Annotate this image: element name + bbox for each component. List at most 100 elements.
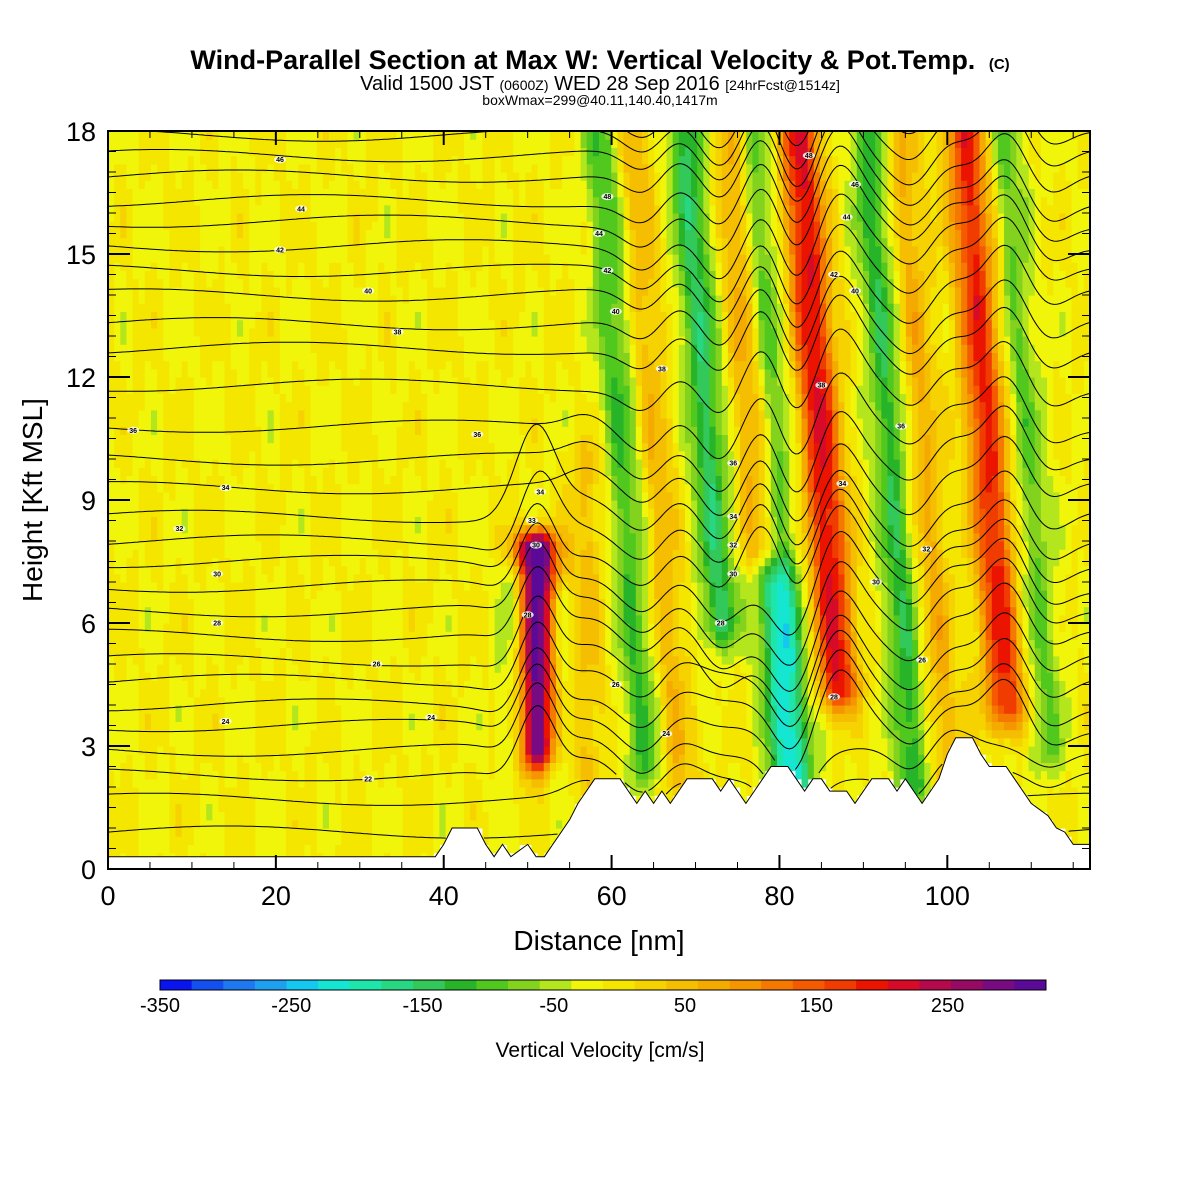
velocity-cell [206, 475, 213, 567]
velocity-cell [378, 467, 385, 575]
velocity-cell [322, 828, 330, 862]
velocity-cell [236, 172, 244, 214]
velocity-cell [684, 655, 692, 780]
velocity-cell [648, 393, 655, 460]
velocity-cell [549, 295, 557, 403]
velocity-cell [206, 819, 213, 862]
velocity-cell [335, 844, 342, 862]
velocity-cell [979, 614, 987, 657]
velocity-cell [918, 270, 925, 312]
svg-text:36: 36 [729, 461, 737, 468]
velocity-cell [1047, 787, 1054, 821]
velocity-cell [973, 598, 981, 632]
theta-contour-29 [108, 541, 1090, 666]
velocity-cell [1053, 262, 1060, 362]
velocity-cell [396, 286, 404, 427]
velocity-cell [1040, 278, 1048, 378]
velocity-cell [414, 680, 422, 780]
velocity-cell [1022, 426, 1030, 468]
velocity-cell [1071, 139, 1079, 263]
velocity-cell [813, 172, 821, 198]
contour-label: 32 [727, 541, 740, 550]
contour-label: 28 [211, 619, 224, 628]
velocity-cell [856, 713, 864, 739]
velocity-cell [341, 450, 348, 567]
velocity-cell [114, 163, 121, 263]
velocity-cell [531, 680, 539, 755]
velocity-cell [807, 491, 815, 517]
velocity-cell [1016, 401, 1024, 452]
velocity-cell [991, 713, 999, 722]
velocity-cell [273, 131, 281, 181]
velocity-cell [758, 352, 766, 370]
velocity-cell [175, 188, 183, 288]
velocity-cell [543, 762, 551, 772]
velocity-cell [1059, 475, 1067, 526]
velocity-cell [973, 631, 981, 657]
velocity-cell [997, 213, 1005, 247]
velocity-cell [175, 286, 183, 378]
velocity-cell [758, 319, 766, 353]
velocity-cell [236, 336, 244, 386]
velocity-cell [629, 131, 637, 230]
velocity-cell [691, 582, 698, 640]
velocity-cell [985, 737, 993, 755]
velocity-cell [384, 204, 391, 239]
velocity-cell [1040, 196, 1048, 280]
velocity-cell [298, 680, 305, 788]
velocity-cell [531, 754, 539, 763]
velocity-cell [832, 155, 839, 189]
velocity-cell [525, 778, 533, 796]
velocity-cell [678, 508, 686, 583]
velocity-cell [267, 311, 275, 337]
velocity-cell [470, 286, 477, 386]
velocity-cell [482, 688, 490, 813]
velocity-cell [905, 262, 913, 337]
velocity-cell [899, 262, 907, 321]
velocity-cell [519, 434, 526, 509]
velocity-cell [641, 163, 649, 296]
velocity-cell [838, 401, 846, 444]
velocity-cell [954, 418, 962, 690]
velocity-cell [648, 483, 655, 509]
velocity-cell [973, 532, 981, 558]
velocity-cell [549, 475, 557, 517]
velocity-cell [832, 696, 839, 706]
velocity-cell [905, 655, 913, 722]
velocity-cell [648, 459, 655, 485]
velocity-cell [537, 532, 545, 542]
velocity-cell [1047, 204, 1054, 296]
velocity-cell [212, 278, 220, 362]
velocity-cell [1004, 549, 1011, 567]
velocity-cell [445, 532, 453, 575]
velocity-cell [641, 770, 649, 780]
velocity-cell [740, 549, 747, 567]
velocity-cell [776, 180, 784, 222]
velocity-cell [126, 131, 134, 189]
velocity-cell [513, 770, 520, 804]
velocity-cell [623, 385, 631, 575]
velocity-cell [954, 147, 962, 189]
velocity-cell [961, 344, 968, 378]
velocity-cell [494, 155, 502, 263]
velocity-cell [721, 434, 729, 517]
velocity-cell [991, 368, 999, 386]
velocity-cell [869, 131, 876, 312]
velocity-cell [273, 655, 281, 755]
velocity-cell [648, 360, 655, 394]
velocity-cell [414, 131, 422, 165]
velocity-cell [605, 131, 612, 140]
velocity-cell [997, 729, 1005, 739]
velocity-cell [519, 541, 526, 558]
velocity-cell [212, 713, 220, 731]
velocity-cell [813, 680, 821, 698]
velocity-cell [353, 664, 361, 755]
velocity-cell [175, 377, 183, 460]
svg-text:42: 42 [830, 272, 838, 279]
velocity-cell [795, 196, 803, 312]
velocity-cell [1004, 729, 1011, 739]
velocity-cell [979, 155, 987, 214]
velocity-cell [218, 360, 226, 476]
velocity-cell [801, 393, 809, 419]
velocity-cell [138, 409, 146, 468]
